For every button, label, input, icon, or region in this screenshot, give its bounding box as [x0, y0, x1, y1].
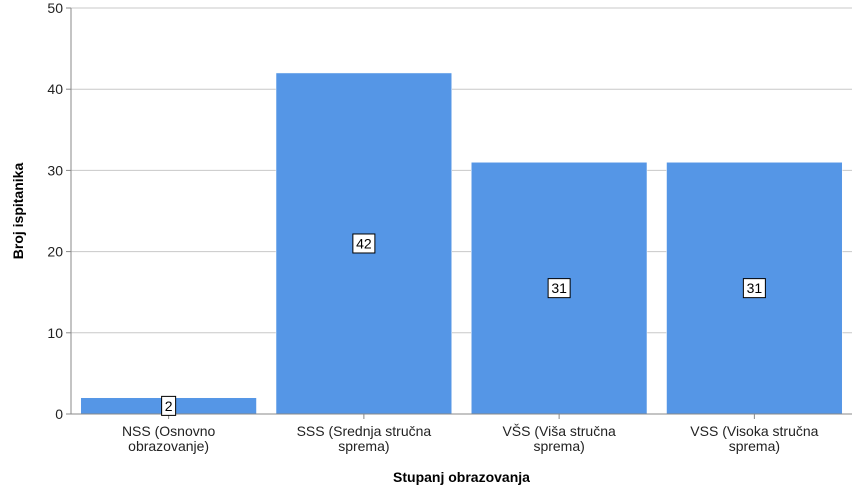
x-tick-label: sprema) — [533, 438, 584, 454]
data-label: 31 — [742, 278, 766, 299]
y-tick-label: 0 — [55, 406, 63, 422]
x-tick-label: NSS (Osnovno — [122, 423, 216, 439]
data-labels: 2 42 31 31 — [161, 233, 766, 416]
data-label-box — [352, 233, 376, 254]
x-tick-label: SSS (Srednja stručna — [297, 423, 432, 439]
data-label-box — [742, 278, 766, 299]
y-tick-label: 20 — [47, 244, 63, 260]
bars — [80, 72, 843, 415]
x-tick-label: obrazovanje) — [128, 438, 209, 454]
y-tick-label: 40 — [47, 81, 63, 97]
x-tick-label: VSS (Visoka stručna — [690, 423, 818, 439]
x-axis-title: Stupanj obrazovanja — [393, 469, 530, 485]
data-label-text: 31 — [551, 280, 567, 296]
y-tick-label: 30 — [47, 162, 63, 178]
data-label-text: 31 — [747, 280, 763, 296]
data-label: 42 — [352, 233, 376, 254]
x-tick-label: VŠS (Viša stručna — [502, 423, 616, 439]
data-label-text: 42 — [356, 235, 372, 251]
data-label-box — [161, 395, 177, 416]
axes — [70, 8, 852, 419]
data-label: 31 — [547, 278, 571, 299]
y-axis-title: Broj ispitanika — [10, 163, 26, 260]
data-label: 2 — [161, 395, 177, 416]
y-tick-labels: 0 10 20 30 40 50 — [47, 0, 63, 422]
data-label-text: 2 — [165, 398, 173, 414]
y-tick-label: 50 — [47, 0, 63, 16]
x-tick-label: sprema) — [729, 438, 780, 454]
data-label-box — [547, 278, 571, 299]
x-tick-label: sprema) — [338, 438, 389, 454]
y-tick-label: 10 — [47, 325, 63, 341]
